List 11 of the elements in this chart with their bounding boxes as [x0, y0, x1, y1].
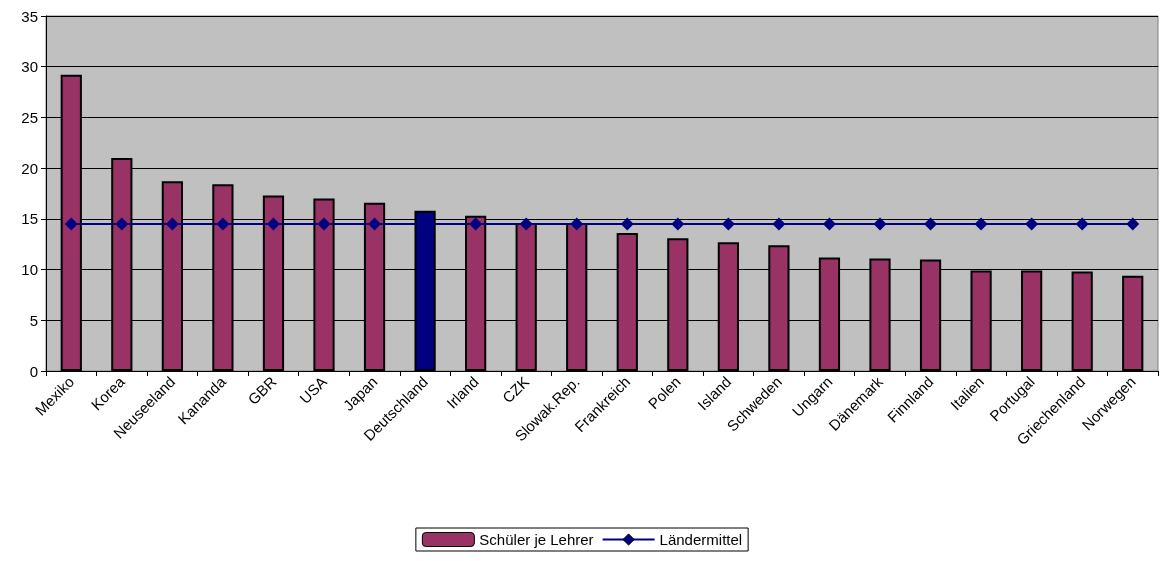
x-tick-label: USA: [296, 372, 331, 407]
y-tick-label: 30: [21, 58, 38, 76]
y-tick-label: 25: [21, 108, 38, 126]
y-tick-label: 20: [21, 159, 38, 177]
legend-label: Ländermittel: [659, 531, 743, 548]
y-tick-label: 15: [21, 210, 38, 228]
y-tick-label: 10: [21, 261, 38, 279]
y-tick-label: 35: [21, 7, 38, 25]
y-tick-label: 5: [29, 311, 38, 329]
legend-label: Schüler je Lehrer: [479, 531, 594, 548]
y-tick-label: 0: [29, 362, 38, 380]
